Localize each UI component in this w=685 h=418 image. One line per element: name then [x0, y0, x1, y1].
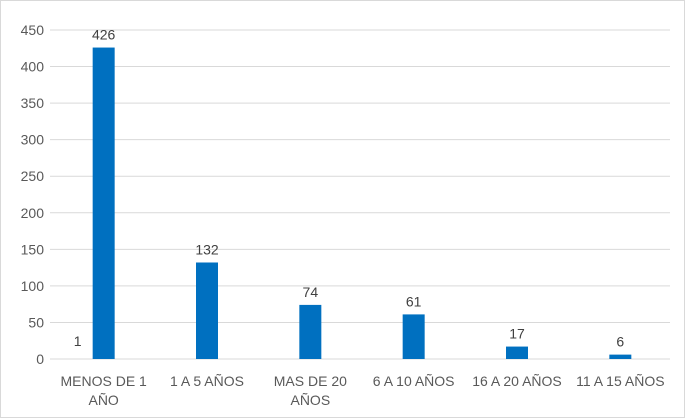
- data-label: 17: [509, 326, 525, 342]
- y-tick-label: 400: [21, 59, 45, 75]
- y-tick-label: 150: [21, 241, 45, 257]
- x-category-label: 1 A 5 AÑOS: [170, 373, 244, 389]
- data-label: 132: [195, 241, 219, 257]
- y-tick-label: 450: [21, 22, 45, 38]
- bar: [609, 354, 632, 359]
- annotation-label: 1: [74, 333, 82, 349]
- data-label: 6: [616, 334, 624, 350]
- y-tick-label: 100: [21, 278, 45, 294]
- bar: [506, 346, 528, 359]
- y-tick-label: 0: [36, 351, 44, 367]
- bar: [92, 47, 115, 360]
- y-tick-label: 350: [21, 95, 45, 111]
- data-label: 426: [92, 27, 116, 43]
- bar: [196, 262, 218, 359]
- data-label: 61: [406, 293, 422, 309]
- x-category-label: 6 A 10 AÑOS: [373, 373, 455, 389]
- x-category-label: 16 A 20 AÑOS: [472, 373, 562, 389]
- grid-lines: [50, 29, 670, 360]
- x-axis-categories: MENOS DE 1 AÑO 1 A 5 AÑOS MAS DE 20 AÑOS 6 A …: [60, 373, 664, 408]
- x-category-label: MENOS DE 1 AÑO: [60, 373, 147, 408]
- y-axis-ticks: 0 50 100 150 200 250 300 350 400 450: [21, 22, 45, 367]
- x-category-label: MAS DE 20 AÑOS: [274, 373, 347, 408]
- y-tick-label: 300: [21, 132, 45, 148]
- x-category-label: 11 A 15 AÑOS: [576, 373, 664, 389]
- bar: [299, 304, 322, 359]
- bar: [402, 314, 425, 359]
- y-tick-label: 50: [28, 314, 44, 330]
- bars: [92, 47, 632, 360]
- y-tick-label: 250: [21, 168, 45, 184]
- data-label: 74: [303, 284, 319, 300]
- y-tick-label: 200: [21, 205, 45, 221]
